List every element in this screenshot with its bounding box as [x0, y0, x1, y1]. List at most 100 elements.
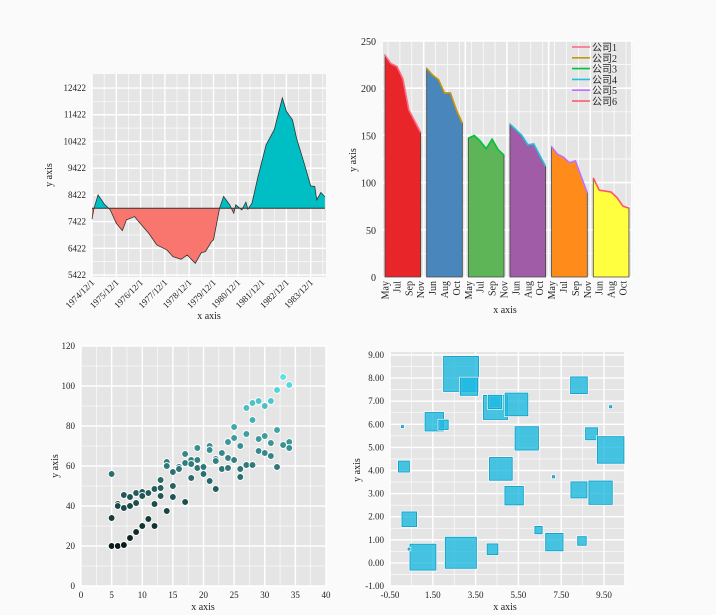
- x-tick-label: Nov: [500, 281, 511, 298]
- data-point: [273, 463, 281, 471]
- data-point: [187, 460, 196, 468]
- data-point: [126, 502, 134, 510]
- data-point: [218, 449, 226, 457]
- square-marker: [514, 426, 539, 451]
- square-marker: [407, 547, 411, 551]
- y-tick-label: 7.00: [368, 396, 384, 406]
- x-axis-title: x axis: [493, 305, 517, 316]
- square-marker: [588, 480, 613, 505]
- legend-label-5: 公司5: [592, 86, 617, 97]
- square-marker: [459, 377, 479, 396]
- y-tick-label: 80: [66, 421, 76, 431]
- x-tick-label: Aug: [607, 281, 618, 298]
- y-tick-label: 7422: [68, 217, 86, 227]
- data-point: [193, 444, 202, 452]
- y-tick-label: 3.00: [368, 489, 384, 499]
- square-marker: [551, 475, 556, 479]
- data-point: [260, 402, 269, 410]
- y-tick-label: 0: [371, 273, 376, 284]
- x-tick-label: 3.50: [468, 590, 484, 600]
- y-tick-label: 60: [66, 461, 76, 471]
- data-point: [205, 477, 214, 485]
- x-tick-label: 0: [79, 590, 84, 600]
- y-tick-label: 12422: [64, 83, 87, 93]
- data-point: [169, 482, 177, 490]
- x-tick-label: 9.50: [596, 590, 612, 600]
- data-point: [254, 435, 263, 443]
- x-tick-label: Sep: [571, 281, 582, 296]
- square-marker: [438, 419, 449, 430]
- x-axis-title: x axis: [197, 311, 221, 322]
- x-tick-label: Jul: [392, 281, 403, 293]
- x-tick-label: 20: [199, 590, 209, 600]
- x-tick-label: May: [547, 281, 558, 299]
- x-tick-label: Aug: [440, 281, 451, 298]
- data-point: [162, 507, 171, 515]
- series-line-4: [509, 123, 547, 167]
- square-marker: [444, 536, 477, 569]
- data-point: [156, 476, 165, 484]
- x-tick-label: 10: [138, 590, 148, 600]
- x-tick-label: Sep: [488, 281, 499, 296]
- square-marker: [504, 486, 524, 506]
- series-line-3: [467, 134, 505, 156]
- data-point: [267, 439, 275, 447]
- y-tick-label: 200: [361, 84, 376, 95]
- x-tick-label: -0.50: [381, 590, 400, 600]
- x-tick-label: 5.50: [511, 590, 527, 600]
- y-tick-label: 10422: [64, 136, 87, 146]
- x-tick-label: 15: [168, 590, 178, 600]
- data-point: [260, 432, 269, 440]
- legend-label-1: 公司1: [592, 43, 617, 54]
- data-point: [279, 373, 287, 381]
- data-point: [236, 473, 245, 481]
- data-point: [144, 515, 153, 523]
- square-marker: [534, 526, 543, 535]
- data-point: [126, 534, 134, 542]
- data-point: [120, 541, 128, 549]
- y-tick-label: 11422: [64, 110, 86, 120]
- data-point: [205, 446, 214, 454]
- x-tick-label: 1.50: [425, 590, 441, 600]
- series-line-5: [550, 146, 589, 194]
- data-point: [224, 464, 232, 472]
- data-point: [169, 493, 177, 501]
- data-point: [181, 498, 189, 506]
- x-tick-label: 30: [260, 590, 270, 600]
- data-point: [150, 500, 159, 508]
- data-point: [132, 528, 140, 536]
- x-tick-label: Jul: [559, 281, 570, 293]
- data-point: [248, 461, 257, 469]
- x-tick-label: Oct: [535, 281, 546, 296]
- x-tick-label: Jun: [511, 281, 522, 295]
- y-tick-label: 9422: [68, 163, 86, 173]
- x-tick-label: May: [381, 281, 392, 299]
- data-point: [126, 493, 134, 501]
- chart-1-area: 542264227422842294221042211422124221974/…: [44, 74, 326, 322]
- data-point: [273, 386, 281, 394]
- chart-4-bubble: -1.00 0.00 1.00 2.00 3.00 4.00 5.00 6.00 7.00 8.0…: [352, 350, 626, 613]
- data-point: [236, 465, 245, 473]
- series-line-1: [384, 54, 422, 133]
- legend-label-3: 公司3: [592, 65, 617, 76]
- y-tick-label: 0.00: [368, 558, 384, 568]
- data-point: [150, 522, 159, 530]
- y-axis-title: y axis: [348, 148, 359, 172]
- data-point: [193, 456, 202, 464]
- y-tick-label: -1.00: [365, 581, 384, 591]
- data-point: [267, 452, 275, 460]
- y-tick-label: 20: [66, 541, 76, 551]
- data-point: [169, 468, 177, 476]
- y-tick-label: 8.00: [368, 373, 384, 383]
- chart-3-scatter: 0 20 40 60 80 100 120 0 5 10 15 20 25 30 35 40 x axis y a…: [50, 341, 331, 613]
- y-tick-label: 4.00: [368, 466, 384, 476]
- data-point: [224, 438, 232, 446]
- x-tick-label: Oct: [452, 281, 463, 296]
- series-line-6: [592, 177, 630, 209]
- x-tick-label: 5: [109, 590, 114, 600]
- data-point: [199, 463, 208, 471]
- data-point: [211, 457, 220, 465]
- y-tick-label: 100: [361, 179, 376, 190]
- square-marker: [504, 392, 529, 417]
